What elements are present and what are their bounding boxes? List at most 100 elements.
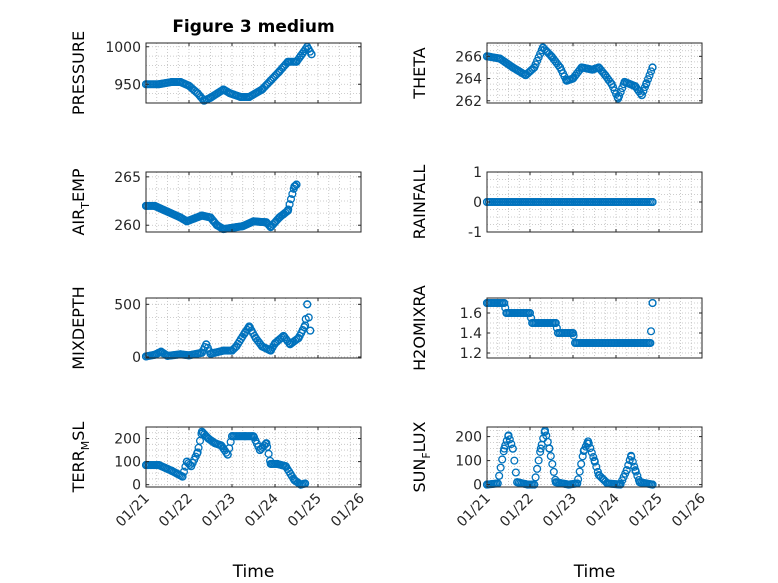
- x-axis-label: Time: [573, 562, 616, 582]
- data-point: [303, 300, 312, 309]
- data-point: [531, 473, 540, 482]
- data-point: [630, 462, 639, 471]
- data-point: [266, 76, 275, 85]
- data-point: [182, 457, 191, 466]
- data-point: [533, 464, 542, 473]
- data-point: [502, 308, 511, 318]
- y-tick-label: -1: [468, 225, 482, 241]
- y-tick-label: 0: [473, 478, 482, 494]
- data-point: [637, 91, 646, 100]
- subplot-theta: 262 264 266 THETA: [410, 42, 703, 110]
- data-point: [163, 207, 172, 216]
- y-tick-label: 1: [473, 165, 482, 181]
- axes-box: [486, 297, 703, 359]
- y-axis-label: MIXDEPTH: [69, 286, 88, 369]
- data-point: [296, 480, 305, 489]
- data-point: [240, 432, 249, 441]
- data-point: [197, 348, 206, 357]
- data-point: [545, 444, 554, 453]
- data-point: [648, 197, 657, 207]
- y-tick-label: 100: [455, 454, 482, 470]
- data-point: [622, 466, 631, 475]
- data-point: [642, 80, 651, 89]
- data-point: [648, 480, 657, 489]
- y-tick-label: 100: [114, 455, 141, 471]
- data-point: [510, 456, 519, 465]
- data-point: [495, 471, 504, 480]
- data-point: [648, 298, 657, 308]
- data-point: [182, 217, 191, 226]
- data-point: [219, 85, 228, 94]
- y-axis-label: RAINFALL: [410, 165, 429, 240]
- axes-box: [145, 171, 362, 233]
- data-point: [296, 51, 305, 60]
- data-point: [508, 63, 517, 72]
- data-point: [579, 446, 588, 456]
- y-tick-label: 0: [132, 478, 141, 494]
- data-point: [255, 446, 265, 455]
- data-point: [286, 195, 296, 204]
- data-point: [273, 459, 282, 468]
- data-point: [594, 470, 603, 480]
- y-tick-label: 200: [114, 432, 141, 448]
- data-point: [217, 441, 226, 450]
- data-point: [507, 439, 516, 449]
- data-point: [626, 451, 636, 460]
- data-point: [530, 480, 539, 489]
- data-point: [236, 92, 245, 102]
- data-point: [513, 478, 522, 487]
- data-point: [193, 448, 202, 457]
- data-point: [307, 50, 316, 59]
- data-point: [227, 346, 237, 355]
- data-point: [262, 439, 271, 448]
- data-point: [587, 448, 596, 457]
- data-point: [251, 333, 260, 343]
- data-point: [643, 75, 653, 84]
- data-point: [571, 338, 580, 348]
- data-point: [530, 63, 539, 72]
- y-tick-label: 1.2: [460, 346, 482, 362]
- data-point: [549, 467, 558, 476]
- data-point: [498, 455, 507, 464]
- data-point: [511, 468, 520, 477]
- data-point: [508, 444, 517, 453]
- data-point: [292, 180, 301, 189]
- data-point: [206, 213, 215, 222]
- y-tick-label: 260: [114, 218, 141, 234]
- data-point: [197, 211, 206, 220]
- subplot-pressure: 950 1000 PRESSURE Figure 3 medium: [69, 17, 362, 115]
- data-point: [212, 221, 222, 230]
- data-point: [275, 213, 284, 222]
- data-point: [200, 96, 209, 105]
- data-point: [285, 340, 295, 349]
- data-point: [594, 63, 603, 72]
- data-point: [553, 328, 562, 338]
- data-point: [187, 462, 196, 471]
- data-point: [281, 462, 290, 471]
- data-point: [601, 71, 610, 80]
- data-point: [258, 85, 267, 94]
- data-point: [279, 331, 288, 340]
- data-point: [551, 478, 560, 487]
- data-point: [306, 326, 315, 335]
- data-point: [575, 467, 584, 476]
- y-axis-label: THETA: [410, 47, 429, 99]
- data-point: [245, 322, 254, 331]
- data-point: [258, 342, 267, 351]
- data-point: [551, 318, 560, 328]
- data-point: [266, 346, 275, 355]
- y-axis-label: TERRMSL: [69, 422, 92, 494]
- data-point: [521, 71, 530, 80]
- data-point: [546, 452, 555, 461]
- data-point: [204, 434, 213, 443]
- axes-box: [486, 426, 703, 488]
- data-point: [639, 86, 648, 96]
- data-point: [179, 467, 189, 476]
- data-point: [577, 63, 586, 72]
- data-point: [167, 466, 176, 475]
- data-point: [547, 52, 556, 61]
- data-point: [154, 461, 163, 470]
- subplot-air_temp: 260 265 AIRTEMP: [69, 168, 362, 236]
- data-point: [304, 313, 313, 322]
- y-tick-label: 200: [455, 430, 482, 446]
